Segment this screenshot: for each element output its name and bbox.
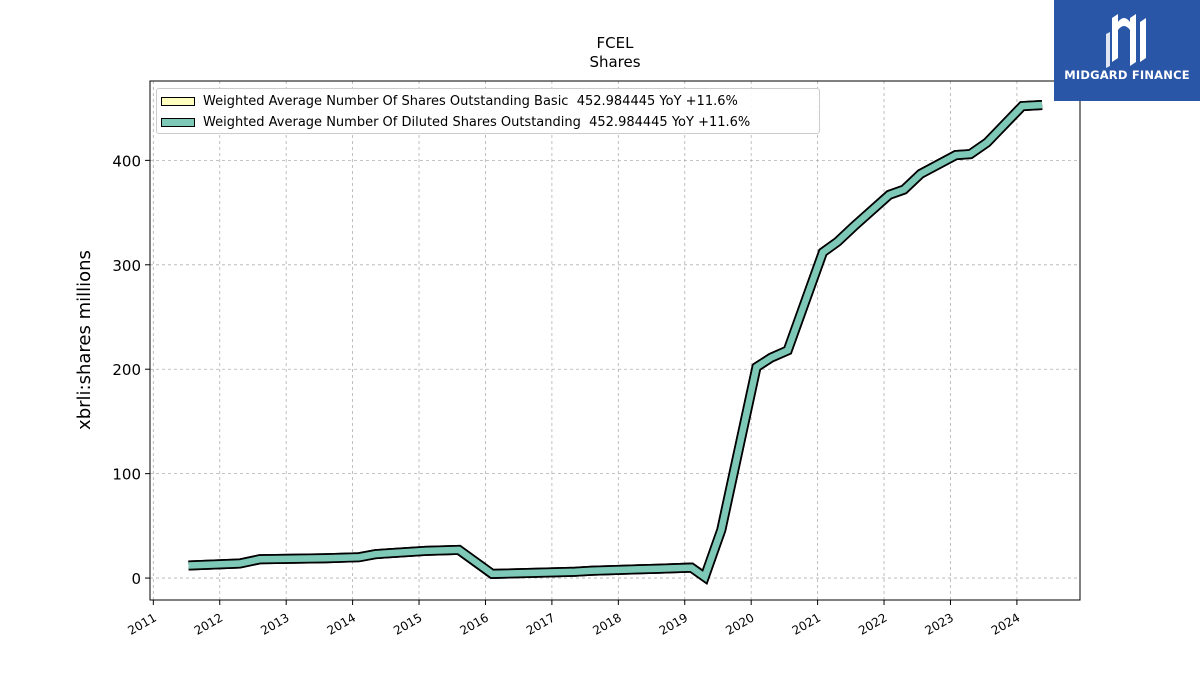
y-tick-label-4: 400 (112, 152, 141, 170)
x-tick-label-10: 2021 (790, 610, 823, 637)
chart-title: FCEL (597, 34, 635, 52)
logo-text: MIDGARD FINANCE (1064, 68, 1190, 82)
x-tick-label-7: 2018 (590, 610, 623, 637)
y-axis-label: xbrli:shares millions (74, 250, 95, 430)
series-layer (188, 100, 1043, 585)
y-tick-label-3: 300 (112, 257, 141, 275)
grid (150, 81, 1080, 600)
x-tick-label-0: 2011 (125, 610, 158, 637)
y-tick-label-0: 0 (131, 570, 141, 588)
legend: Weighted Average Number Of Shares Outsta… (156, 88, 820, 134)
legend-item-basic: Weighted Average Number Of Shares Outsta… (161, 92, 738, 110)
legend-label-diluted: Weighted Average Number Of Diluted Share… (203, 114, 751, 130)
x-tick-label-1: 2012 (192, 610, 225, 637)
x-axis: 2011 2012 2013 2014 2015 2016 2017 2018 2019 2020… (125, 600, 1022, 638)
series-line-1 (188, 101, 1043, 583)
plot-frame (149, 80, 1081, 601)
x-tick-label-5: 2016 (458, 610, 491, 637)
x-tick-label-6: 2017 (524, 610, 557, 637)
y-tick-label-1: 100 (112, 466, 141, 484)
legend-swatch-basic (161, 96, 195, 106)
x-tick-label-9: 2020 (723, 610, 756, 637)
brand-logo: MIDGARD FINANCE (1054, 0, 1200, 101)
y-tick-label-2: 200 (112, 361, 141, 379)
legend-swatch-diluted (161, 117, 195, 127)
x-tick-label-4: 2015 (391, 610, 424, 637)
logo-mark-icon (1106, 14, 1146, 68)
x-tick-label-11: 2022 (856, 610, 889, 637)
x-tick-label-13: 2024 (989, 610, 1022, 637)
x-tick-label-2: 2013 (258, 610, 291, 637)
chart-subtitle: Shares (589, 53, 640, 71)
legend-item-diluted: Weighted Average Number Of Diluted Share… (161, 113, 750, 131)
legend-label-basic: Weighted Average Number Of Shares Outsta… (203, 93, 738, 109)
x-tick-label-12: 2023 (923, 610, 956, 637)
x-tick-label-8: 2019 (657, 610, 690, 637)
y-axis: 0 100 200 300 400 (112, 152, 150, 588)
x-tick-label-3: 2014 (325, 610, 358, 637)
